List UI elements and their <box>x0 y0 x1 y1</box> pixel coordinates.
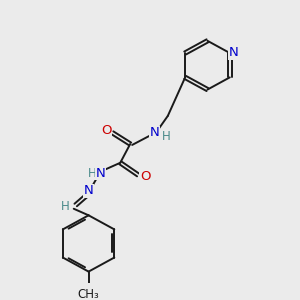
Text: CH₃: CH₃ <box>78 288 99 300</box>
Text: H: H <box>88 167 97 180</box>
Text: O: O <box>101 124 112 137</box>
Text: H: H <box>161 130 170 143</box>
Text: N: N <box>96 167 105 180</box>
Text: N: N <box>84 184 93 197</box>
Text: H: H <box>60 200 69 213</box>
Text: N: N <box>150 126 160 139</box>
Text: O: O <box>140 170 150 183</box>
Text: N: N <box>229 46 238 59</box>
